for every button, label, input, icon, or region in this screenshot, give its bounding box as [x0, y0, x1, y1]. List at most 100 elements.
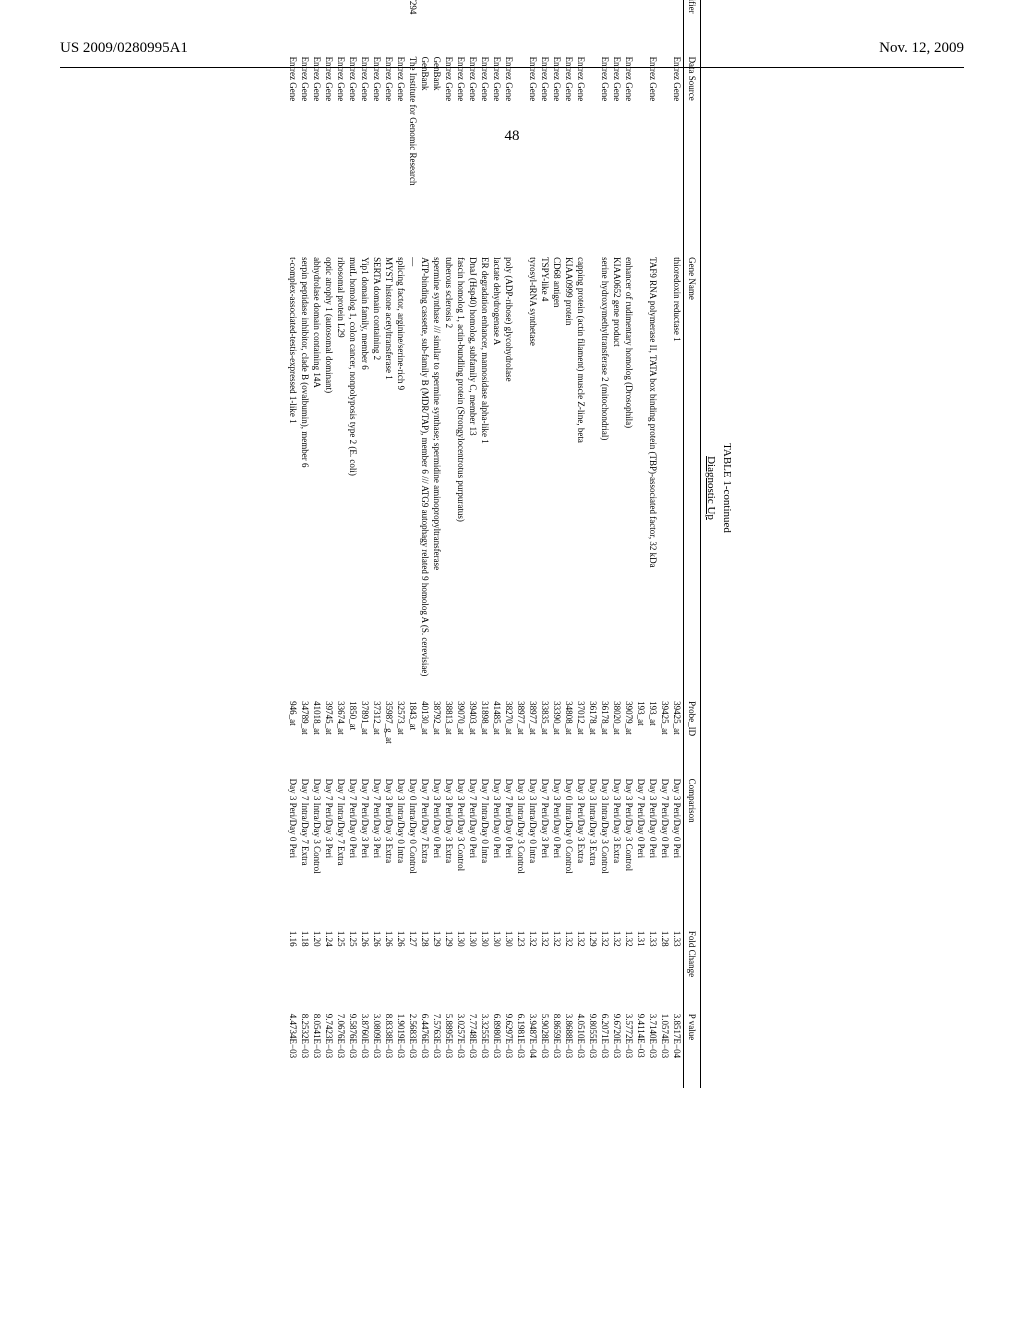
data-table: Gene IDPublic IdentifierData SourceGene …: [287, 0, 701, 1088]
table-cell: 23270: [539, 0, 551, 51]
table-cell: 34789_at: [299, 695, 311, 773]
table-cell: Entrez Gene: [551, 51, 563, 252]
table-cell: Entrez Gene: [443, 51, 455, 252]
table-cell: Entrez Gene: [299, 51, 311, 252]
table-cell: Entrez Gene: [527, 51, 539, 252]
table-cell: 1.32: [539, 925, 551, 1008]
table-cell: 1.28: [419, 925, 431, 1008]
table-cell: 32573_at: [395, 695, 407, 773]
table-cell: 9792: [371, 0, 383, 51]
table-cell: 39745_at: [323, 695, 335, 773]
table-cell: 37012_at: [575, 695, 587, 773]
table-cell: Entrez Gene: [539, 51, 551, 252]
table-cell: 1.25: [347, 925, 359, 1008]
table-cell: HG2825-HT294: [407, 0, 419, 51]
col-header: Probe_ID: [684, 695, 701, 773]
col-header: Comparison: [684, 773, 701, 925]
table-cell: TAF9 RNA polymerase II, TATA box binding…: [647, 251, 659, 695]
table-cell: AD001528: [431, 0, 443, 51]
table-cell: [659, 51, 671, 252]
table-row: 36178_atDay 3 Intra/Day 3 Extra1.299.805…: [587, 0, 599, 1088]
table-cell: optic atrophy 1 (autosomal dominant): [323, 251, 335, 695]
table-cell: 41018_at: [311, 695, 323, 773]
table-cell: Entrez Gene: [611, 51, 623, 252]
table-cell: 193_at: [647, 695, 659, 773]
table-cell: 9695: [479, 0, 491, 51]
table-cell: 5269: [299, 0, 311, 51]
table-cell: 35987_g_at: [383, 695, 395, 773]
table-cell: Entrez Gene: [491, 51, 503, 252]
table-cell: Day 3 Peri/Day 0 Peri: [647, 773, 659, 925]
table-cell: Entrez Gene: [599, 51, 611, 252]
table-cell: 7.5763E−03: [431, 1008, 443, 1088]
table-cell: 1.30: [503, 925, 515, 1008]
table-cell: 38977_at: [527, 695, 539, 773]
table-cell: enhancer of rudimentary homolog (Drosoph…: [623, 251, 635, 695]
table-cell: 8.8659E−03: [551, 1008, 563, 1088]
table-cell: Day 3 Peri/Day 3 Extra: [575, 773, 587, 925]
table-cell: 8683: [395, 0, 407, 51]
table-row: 7604976Entrez Geneoptic atrophy 1 (autos…: [323, 0, 335, 1088]
table-cell: 832: [575, 0, 587, 51]
table-cell: Entrez Gene: [623, 51, 635, 252]
table-cell: Yip1 domain family, member 6: [359, 251, 371, 695]
header-left: US 2009/0280995A1: [60, 40, 188, 57]
table-cell: 1.0574E−03: [659, 1008, 671, 1088]
table-cell: 38792_at: [431, 695, 443, 773]
table-cell: 3.9487E−04: [527, 1008, 539, 1088]
table-cell: 1.28: [659, 925, 671, 1008]
table-cell: [635, 251, 647, 695]
table-cell: Entrez Gene: [455, 51, 467, 252]
table-cell: Entrez Gene: [311, 51, 323, 252]
table-cell: 6.1981E−03: [515, 1008, 527, 1088]
table-cell: 1.30: [491, 925, 503, 1008]
header-right: Nov. 12, 2009: [879, 40, 964, 57]
table-cell: Entrez Gene: [575, 51, 587, 252]
table-cell: lactate dehydrogenase A: [491, 251, 503, 695]
table-title: TABLE 1-continued: [721, 0, 733, 1088]
table-cell: Day 7 Intra/Day 7 Extra: [299, 773, 311, 925]
table-cell: 4.0510E−03: [575, 1008, 587, 1088]
table-cell: 193_at: [635, 695, 647, 773]
table-cell: 39403_at: [467, 695, 479, 773]
table-cell: capping protein (actin filament) muscle …: [575, 251, 587, 695]
table-cell: serine hydroxymethyltransferase 2 (mitoc…: [599, 251, 611, 695]
col-header: Public Identifier: [684, 0, 701, 51]
table-row: 7496624Entrez Genefascin homolog 1, acti…: [455, 0, 467, 1088]
table-cell: 36178_at: [587, 695, 599, 773]
table-cell: 1.20: [311, 925, 323, 1008]
table-row: 752U00863GenBankATP-binding cassette, su…: [419, 0, 431, 1088]
table-cell: 84148: [383, 0, 395, 51]
table-cell: 9.8055E−03: [587, 1008, 599, 1088]
table-cell: 1843_at: [407, 695, 419, 773]
table-cell: spermine synthase /// similar to spermin…: [431, 251, 443, 695]
table-cell: Day 3 Intra/Day 3 Control: [515, 773, 527, 925]
table-cell: The Institute for Genomic Research: [407, 51, 419, 252]
table-cell: 38813_at: [443, 695, 455, 773]
table-row: 7625269Entrez Geneserpin peptidase inhib…: [299, 0, 311, 1088]
table-cell: 1.23: [515, 925, 527, 1008]
table-cell: 9.4114E−03: [635, 1008, 647, 1088]
table-cell: [635, 51, 647, 252]
table-cell: —: [407, 251, 419, 695]
table-cell: 33390_at: [551, 695, 563, 773]
table-row: 751AD001528GenBankspermine synthase /// …: [431, 0, 443, 1088]
col-header: Fold Change: [684, 925, 701, 1008]
table-cell: 1.29: [587, 925, 599, 1008]
table-row: 7463939Entrez Genelactate dehydrogenase …: [491, 0, 503, 1088]
table-cell: Entrez Gene: [479, 51, 491, 252]
table-cell: Entrez Gene: [671, 51, 684, 252]
table-cell: 5.9028E−03: [539, 1008, 551, 1088]
table-cell: 1.30: [455, 925, 467, 1008]
table-cell: Entrez Gene: [467, 51, 479, 252]
table-cell: SERTA domain containing 2: [371, 251, 383, 695]
table-cell: 4.4734E−03: [287, 1008, 299, 1088]
table-cell: 3939: [491, 0, 503, 51]
table-cell: Day 7 Peri/Day 0 Peri: [635, 773, 647, 925]
table-cell: tyrosyl-tRNA synthetase: [527, 251, 539, 695]
table-cell: 946_at: [287, 695, 299, 773]
table-cell: 8.0541E−03: [311, 1008, 323, 1088]
table-cell: 1.33: [671, 925, 684, 1008]
table-cell: [659, 251, 671, 695]
table-cell: Day 3 Intra/Day 3 Control: [311, 773, 323, 925]
